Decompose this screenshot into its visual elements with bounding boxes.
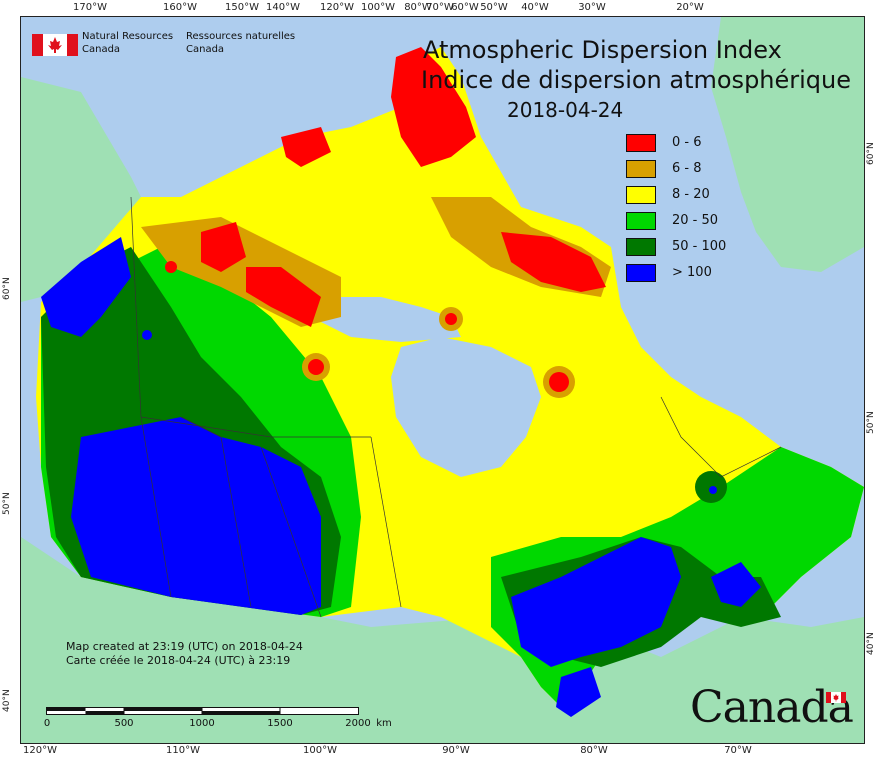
scale-label: 500 (114, 718, 134, 729)
lon-tick-top: 20°W (676, 2, 704, 13)
lon-tick-top: 170°W (73, 2, 107, 13)
zone-over-100-quebec (511, 537, 681, 667)
border-mb-on (370, 436, 402, 608)
zone-0-6-spot-1 (165, 261, 177, 273)
agency-en-line2: Canada (82, 44, 121, 55)
agency-name-en: Natural Resources Canada (82, 30, 173, 56)
title-en: Atmospheric Dispersion Index (423, 36, 782, 64)
zone-over-100-labrador-spot (709, 486, 717, 494)
lon-tick-top: 40°W (521, 2, 549, 13)
border-ab-sk (180, 416, 252, 608)
map-canvas[interactable] (20, 16, 865, 744)
legend-swatch (626, 134, 656, 152)
legend-item: 0 - 6 (626, 134, 766, 152)
border-60n (140, 416, 371, 438)
zone-over-100-maritimes (711, 562, 761, 607)
zone-over-100-bc-prairies (71, 417, 321, 615)
border-qc-lab (660, 396, 782, 478)
alaska (21, 77, 141, 302)
scale-label: 2000 (345, 718, 371, 729)
lon-tick-top: 50°W (480, 2, 508, 13)
map-date: 2018-04-24 (507, 98, 624, 122)
legend-item: 8 - 20 (626, 186, 766, 204)
legend-item: > 100 (626, 264, 766, 282)
agency-fr-line2: Canada (186, 44, 225, 55)
scale-bar: 0 500 1000 1500 2000 km (44, 704, 392, 729)
lon-tick-top: 150°W (225, 2, 259, 13)
legend-label: 50 - 100 (672, 239, 727, 254)
dispersion-map-svg (21, 17, 864, 743)
legend-label: 0 - 6 (672, 135, 702, 150)
lon-tick-top: 80°W (404, 2, 432, 13)
united-states (21, 537, 864, 743)
lat-tick-right: 60°N (866, 142, 876, 165)
scale-label: 1000 (189, 718, 215, 729)
border-sk-mb (260, 446, 322, 618)
scale-label: 1500 (267, 718, 293, 729)
legend-swatch (626, 238, 656, 256)
legend-item: 6 - 8 (626, 160, 766, 178)
lat-tick-left: 60°N (2, 277, 12, 300)
lat-tick-right: 40°N (866, 632, 876, 655)
zone-0-6-victoria (201, 222, 246, 272)
lon-tick-top: 70°W (426, 2, 454, 13)
lon-tick-bottom: 110°W (166, 745, 200, 756)
created-en: Map created at 23:19 (UTC) on 2018-04-24 (66, 640, 303, 653)
agency-fr-line1: Ressources naturelles (186, 31, 296, 42)
lon-tick-top: 140°W (266, 2, 300, 13)
scale-bar-graphic (46, 707, 359, 715)
zone-0-6-spot-4 (445, 313, 457, 325)
zone-0-6-spot-3 (549, 372, 569, 392)
lon-tick-bottom: 70°W (724, 745, 752, 756)
lon-tick-bottom: 90°W (442, 745, 470, 756)
lon-tick-top: 100°W (361, 2, 395, 13)
legend-label: 6 - 8 (672, 161, 702, 176)
hudson-bay (391, 337, 541, 477)
lat-tick-right: 50°N (866, 411, 876, 434)
zone-0-6-north (281, 127, 331, 167)
lon-tick-top: 30°W (578, 2, 606, 13)
lon-tick-bottom: 100°W (303, 745, 337, 756)
legend-swatch (626, 264, 656, 282)
title-fr: Indice de dispersion atmosphérique (421, 66, 852, 94)
legend-item: 20 - 50 (626, 212, 766, 230)
agency-name-fr: Ressources naturelles Canada (186, 30, 295, 56)
legend-label: 20 - 50 (672, 213, 719, 228)
zone-0-6-spot-2 (308, 359, 324, 375)
zone-0-6-ellesmere (391, 47, 476, 167)
arctic-channel (321, 297, 461, 342)
legend-label: 8 - 20 (672, 187, 710, 202)
lon-tick-bottom: 80°W (580, 745, 608, 756)
lat-tick-left: 40°N (2, 689, 12, 712)
zone-0-6-baffin (501, 232, 606, 292)
legend-swatch (626, 160, 656, 178)
canada-flag-icon (32, 34, 78, 56)
zone-over-100-spot (142, 330, 152, 340)
greenland (711, 17, 864, 272)
agency-en-line1: Natural Resources (82, 31, 174, 42)
lon-tick-top: 60°W (451, 2, 479, 13)
legend-label: > 100 (672, 265, 712, 280)
zone-over-100-ontario-south (556, 667, 601, 717)
scale-label: 0 (43, 718, 51, 729)
lon-tick-top: 120°W (320, 2, 354, 13)
lat-tick-left: 50°N (2, 492, 12, 515)
legend-swatch (626, 186, 656, 204)
zone-over-100-yukon (41, 237, 131, 337)
zone-0-6-king-william (246, 267, 321, 327)
scale-unit: km (376, 718, 392, 729)
legend-item: 50 - 100 (626, 238, 766, 256)
created-fr: Carte créée le 2018-04-24 (UTC) à 23:19 (66, 654, 291, 667)
legend-swatch (626, 212, 656, 230)
creation-note: Map created at 23:19 (UTC) on 2018-04-24… (66, 640, 303, 668)
wordmark-flag-icon (826, 692, 846, 703)
lon-tick-bottom: 120°W (23, 745, 57, 756)
lon-tick-top: 160°W (163, 2, 197, 13)
